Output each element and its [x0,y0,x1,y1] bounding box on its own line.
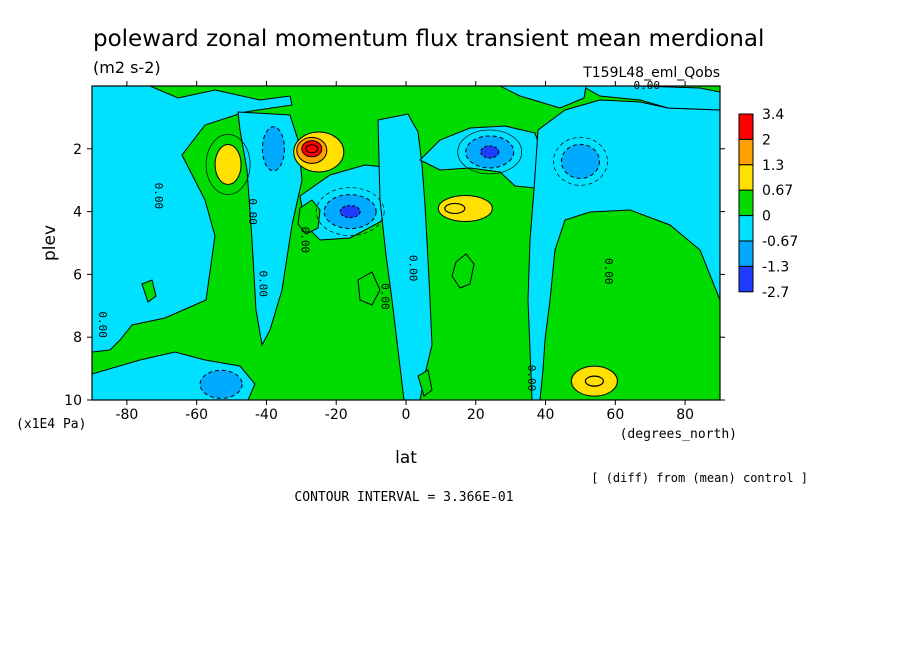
max-region-lat-m51 [214,144,242,185]
x-tick-label: 40 [537,407,555,423]
region-positive-island-4 [141,279,157,303]
contour-labels: 0.000.000.000.000.000.000.000.000.000.00 [96,79,660,391]
y-tick-label: 10 [64,393,82,409]
x-tick-label: 80 [676,407,694,423]
chart-units: (m2 s-2) [93,58,161,77]
colorbar-level-label: 3.4 [762,107,784,123]
colorbar-swatch [738,113,754,140]
contour-label: 0.00 [602,258,615,285]
colorbar-level-label: -0.67 [762,234,798,250]
y-axis-units: (x1E4 Pa) [16,417,86,432]
run-label: T159L48_eml_Qobs [582,65,720,81]
min-core-lat-m16 [339,205,361,219]
min-region-lat-50 [560,143,600,179]
colorbar-level-label: -1.3 [762,259,789,275]
contour-label: 0.00 [525,365,538,392]
colorbar-swatch [738,215,754,242]
contour-label: 0.00 [96,311,109,338]
region-positive-island-1 [297,199,321,235]
region-negative-3 [237,111,303,347]
diff-note: [ (diff) from (mean) control ] [591,471,808,485]
min-core-lat-24 [480,145,500,159]
region-positive-island-5 [417,369,433,397]
colorbar-level-label: 2 [762,132,771,148]
contour-ring-1 [205,134,251,195]
region-negative-9 [288,86,587,109]
contour-interval: CONTOUR INTERVAL = 3.366E-01 [294,490,513,505]
x-tick-label: 20 [467,407,485,423]
max-inner-contour-lat-14 [444,202,466,215]
colorbar-level-label: -2.7 [762,285,789,301]
contour-label: 0.00 [298,227,311,254]
contour-ring-4 [553,137,608,186]
max-inner-contour-lat-54 [584,375,605,387]
y-tick-label: 4 [73,205,82,221]
x-axis-label: lat [395,448,417,468]
colorbar-level-label: 0 [762,209,771,225]
region-positive-island-2 [451,253,475,289]
colorbar-swatch [738,189,754,217]
contour-label: 0.00 [406,255,419,282]
region-negative-8 [580,86,720,111]
max-region-lat-54 [570,365,618,397]
contour-label: 0.00 [256,271,269,298]
x-tick-label: -80 [115,407,138,423]
max-inner-contour [305,144,319,154]
min-region-lat-m38 [261,126,285,172]
chart-title: poleward zonal momentum flux transient m… [93,26,764,52]
colorbar-level-label: 1.3 [762,158,784,174]
colorbar-level-label: 0.67 [762,183,793,199]
min-region-lat-m53 [199,369,243,399]
colorbar-swatch [738,265,754,293]
contour-label: 0.00 [379,283,392,310]
colorbar-swatch [738,240,754,267]
y-axis-label: plev [40,225,60,261]
y-tick-label: 8 [73,330,82,346]
region-positive-island-3 [357,271,381,306]
x-tick-label: -20 [325,407,348,423]
x-tick-label: -60 [185,407,208,423]
max-red-lat-m27 [301,140,323,158]
contour-field [92,86,720,400]
x-axis-units: (degrees_north) [620,427,737,442]
y-tick-label: 2 [73,142,82,158]
x-tick-label: -40 [255,407,278,423]
colorbar-swatch [738,138,754,166]
contour-ring-3 [457,129,523,175]
x-tick-label: 60 [606,407,624,423]
y-axis: 2 4 6 8 10 [64,142,725,409]
colorbar-swatch [738,164,754,191]
contour-label: 0.00 [152,183,165,210]
region-negative-5 [377,113,433,400]
x-axis: -80 -60 -40 -20 0 20 40 60 80 [115,81,694,423]
contour-ring-2 [315,187,385,236]
contour-label: 0.00 [246,198,259,225]
y-tick-label: 6 [73,267,82,283]
colorbar: 3.4 2 1.3 0.67 0 -0.67 -1.3 -2.7 [738,107,798,301]
x-tick-label: 0 [402,407,411,423]
